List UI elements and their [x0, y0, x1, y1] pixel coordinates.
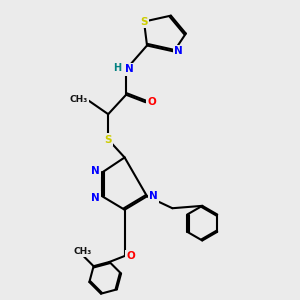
Text: CH₃: CH₃	[69, 95, 88, 104]
Text: H: H	[113, 63, 121, 73]
Text: N: N	[174, 46, 183, 56]
Text: S: S	[140, 16, 148, 27]
Text: N: N	[149, 191, 158, 201]
Text: O: O	[126, 251, 135, 261]
Text: N: N	[125, 64, 134, 74]
Text: S: S	[104, 134, 112, 145]
Text: N: N	[91, 166, 100, 176]
Text: N: N	[91, 193, 100, 203]
Text: O: O	[147, 97, 156, 107]
Text: CH₃: CH₃	[74, 247, 92, 256]
